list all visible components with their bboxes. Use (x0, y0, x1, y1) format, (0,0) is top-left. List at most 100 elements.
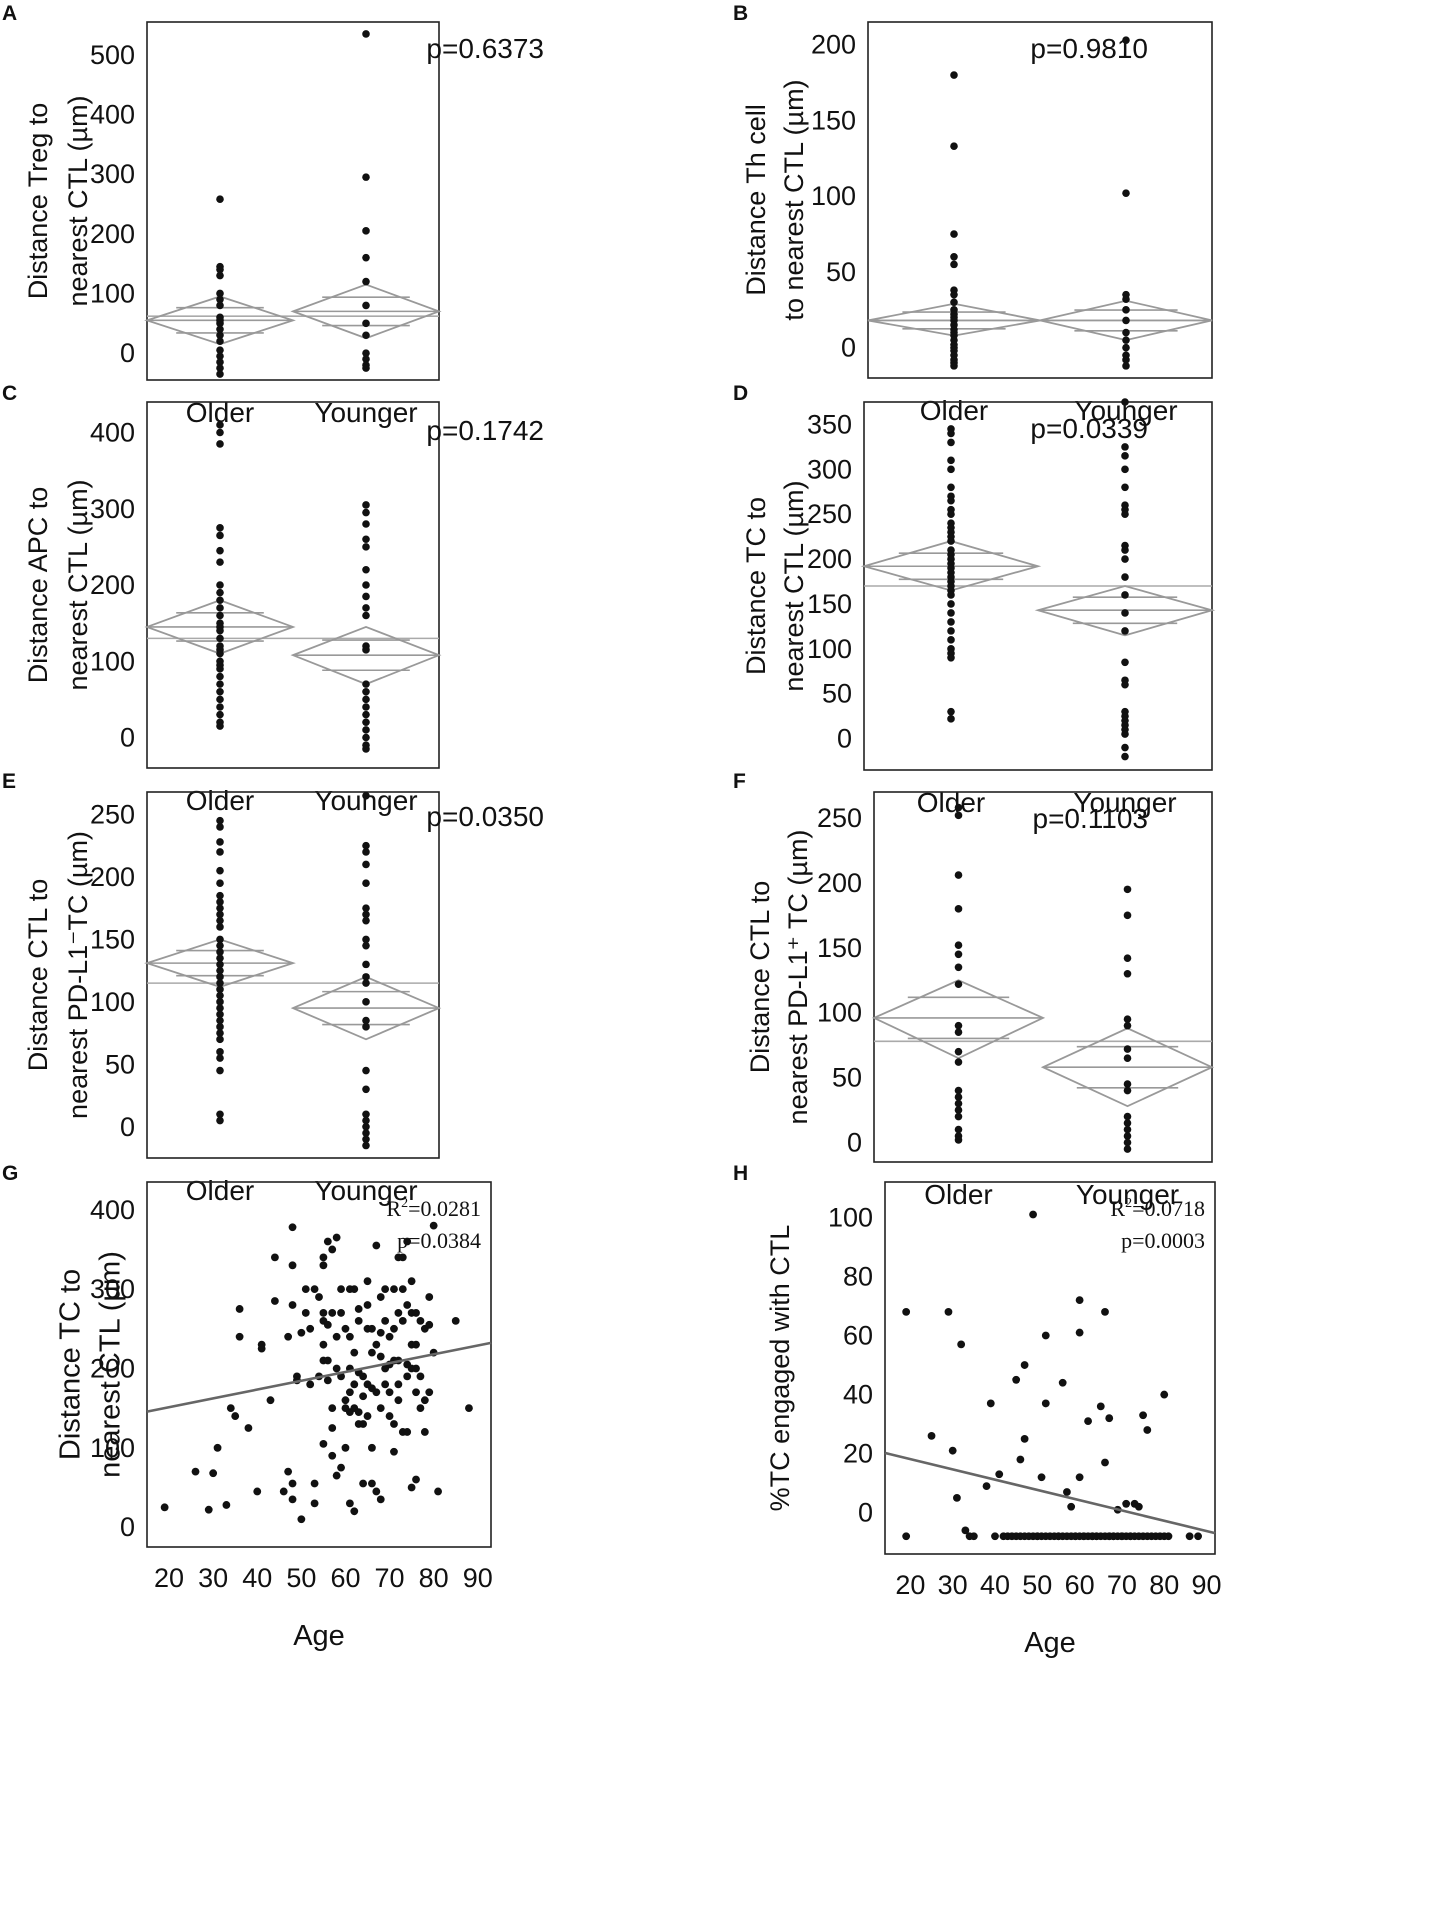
data-point (362, 718, 370, 727)
y-tick-label: 200 (807, 544, 852, 574)
data-point (947, 636, 955, 644)
data-point (362, 364, 370, 372)
x-tick-label: 20 (154, 1563, 184, 1593)
data-point (362, 1122, 370, 1131)
data-point (270, 1253, 279, 1262)
data-point (209, 1469, 218, 1478)
panel-h: H 0 20 40 60 80 100 %TC engaged with CTL 20 30 40 5… (733, 1162, 1222, 1659)
data-point (359, 1372, 368, 1381)
data-point (328, 1404, 337, 1413)
data-point (1143, 1426, 1152, 1434)
data-point (947, 510, 955, 518)
data-point (390, 1420, 398, 1428)
y-tick-label: 300 (90, 159, 135, 189)
data-point (332, 1332, 341, 1341)
data-point (420, 1428, 429, 1436)
data-point (1122, 356, 1130, 364)
data-point (266, 1396, 275, 1405)
r-squared-symbol: R (1110, 1196, 1125, 1221)
data-point (1122, 328, 1130, 337)
data-point (328, 1451, 337, 1460)
data-point (216, 960, 224, 969)
data-point (235, 1332, 244, 1341)
data-point (1105, 1414, 1114, 1423)
y-tick-label: 50 (105, 1049, 135, 1079)
data-point (216, 649, 224, 658)
y-tick-label: 0 (120, 338, 135, 368)
data-point (1075, 1296, 1084, 1304)
data-point (362, 581, 370, 589)
data-point (191, 1467, 200, 1476)
x-tick-label: 20 (895, 1570, 925, 1600)
data-point (235, 1305, 244, 1313)
data-point (954, 963, 963, 972)
data-point (368, 1479, 376, 1488)
x-tick-label: 30 (938, 1570, 968, 1600)
y-tick-label: 150 (807, 589, 852, 619)
data-point (216, 1016, 224, 1025)
data-point (216, 295, 224, 304)
data-point (362, 30, 370, 38)
data-point (950, 230, 958, 238)
data-point (954, 941, 963, 949)
y-tick-label: 300 (90, 494, 135, 524)
data-point (954, 950, 963, 959)
data-point (350, 1348, 359, 1357)
data-point (297, 1515, 306, 1524)
y-tick-label: 100 (828, 1202, 873, 1232)
data-point (362, 355, 370, 363)
data-point (1123, 1080, 1132, 1088)
data-point (412, 1309, 420, 1317)
data-point (412, 1340, 420, 1349)
data-point (1041, 1331, 1050, 1340)
data-point (231, 1412, 240, 1420)
data-point (394, 1309, 403, 1317)
data-point (1123, 911, 1132, 920)
data-point (216, 1035, 224, 1044)
y-tick-label: 100 (811, 181, 856, 211)
data-point (1122, 316, 1130, 325)
data-point (337, 1463, 345, 1472)
data-point (947, 537, 955, 545)
data-point (216, 634, 224, 643)
data-point (216, 1029, 224, 1037)
data-point (216, 346, 224, 354)
data-point (213, 1443, 222, 1452)
data-point (216, 325, 224, 334)
panel-g: G 0 100 200 300 400 Distance TC to nearest CTL … (2, 1162, 493, 1652)
data-point (947, 609, 955, 617)
y-tick-label: 40 (843, 1380, 873, 1410)
data-point (216, 695, 224, 704)
y-tick-label: 100 (817, 998, 862, 1028)
data-point (359, 1392, 368, 1401)
y-axis-label: to nearest CTL (µm) (779, 79, 809, 320)
data-point (216, 979, 224, 987)
data-point (954, 1093, 963, 1101)
data-point (1121, 658, 1129, 667)
data-point (257, 1344, 266, 1353)
y-tick-label: 500 (90, 40, 135, 70)
panel-letter: C (2, 382, 17, 405)
data-point (362, 695, 370, 704)
data-point (362, 841, 370, 850)
data-point (376, 1404, 385, 1413)
data-point (216, 195, 224, 204)
data-point (216, 910, 224, 919)
data-point (1123, 1112, 1132, 1121)
y-tick-label: 50 (822, 679, 852, 709)
y-tick-label: 100 (90, 646, 135, 676)
x-tick-label: 90 (1192, 1570, 1222, 1600)
y-tick-label: 80 (843, 1261, 873, 1291)
y-tick-label: 200 (90, 219, 135, 249)
data-point (341, 1324, 350, 1333)
data-point (216, 687, 224, 696)
data-point (412, 1388, 420, 1397)
data-point (1123, 1138, 1132, 1147)
data-point (425, 1388, 434, 1397)
panel-d: D 0 50 100 150 200 250 300 350 Distance TC to near… (733, 382, 1216, 818)
y-tick-label: 0 (841, 333, 856, 363)
data-point (957, 1340, 966, 1349)
data-point (216, 265, 224, 274)
data-point (451, 1316, 460, 1325)
x-tick-label: 80 (1149, 1570, 1179, 1600)
